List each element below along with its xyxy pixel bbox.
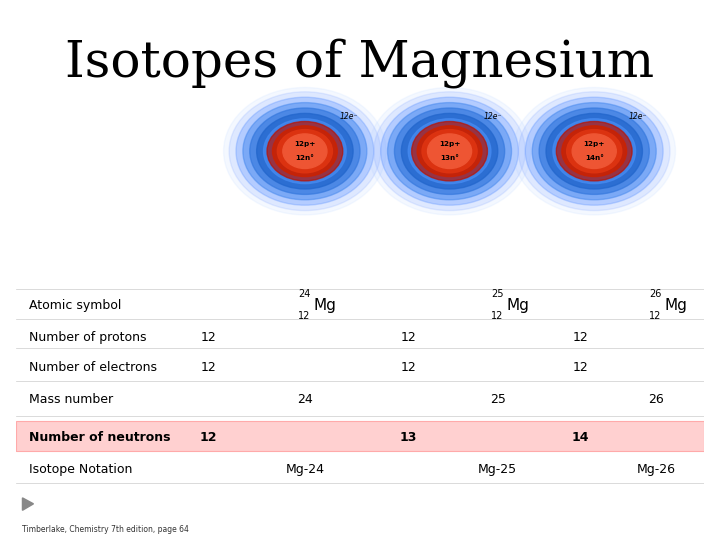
Text: Isotopes of Magnesium: Isotopes of Magnesium — [66, 38, 654, 88]
Text: Mg: Mg — [665, 298, 688, 313]
Text: 25: 25 — [490, 393, 505, 406]
Text: 12: 12 — [572, 361, 588, 374]
Circle shape — [243, 103, 367, 200]
Text: 12: 12 — [400, 361, 416, 374]
Text: 12p+: 12p+ — [294, 141, 315, 147]
Text: 12: 12 — [201, 331, 216, 344]
Text: Number of neutrons: Number of neutrons — [30, 431, 171, 444]
Circle shape — [553, 119, 636, 184]
Text: 24: 24 — [298, 289, 310, 299]
Text: Isotope Notation: Isotope Notation — [30, 463, 132, 476]
Text: 12: 12 — [572, 331, 588, 344]
Circle shape — [539, 108, 649, 194]
Text: 24: 24 — [297, 393, 312, 406]
Circle shape — [250, 108, 360, 194]
Text: 12e⁻: 12e⁻ — [484, 112, 503, 120]
Circle shape — [422, 130, 477, 173]
Circle shape — [401, 113, 498, 189]
Text: 12: 12 — [491, 311, 503, 321]
Circle shape — [277, 130, 333, 173]
Circle shape — [368, 87, 531, 215]
Text: 14n°: 14n° — [585, 155, 603, 161]
Text: Mass number: Mass number — [30, 393, 114, 406]
Text: 13: 13 — [400, 431, 417, 444]
Text: 12e⁻: 12e⁻ — [629, 112, 647, 120]
Text: 12p+: 12p+ — [439, 141, 460, 147]
Text: Number of electrons: Number of electrons — [30, 361, 158, 374]
Text: 12p+: 12p+ — [583, 141, 605, 147]
Circle shape — [264, 119, 346, 184]
Text: 13n°: 13n° — [440, 155, 459, 161]
Polygon shape — [22, 498, 33, 510]
Circle shape — [236, 97, 374, 205]
Text: Mg: Mg — [313, 298, 336, 313]
Circle shape — [395, 108, 505, 194]
Circle shape — [229, 92, 381, 211]
Circle shape — [532, 103, 656, 200]
Circle shape — [526, 97, 663, 205]
Circle shape — [546, 113, 642, 189]
Text: Timberlake, Chemistry 7th edition, page 64: Timberlake, Chemistry 7th edition, page … — [22, 524, 189, 534]
Circle shape — [557, 122, 632, 181]
Text: Atomic symbol: Atomic symbol — [30, 299, 122, 312]
Text: 12e⁻: 12e⁻ — [339, 112, 358, 120]
Text: 12: 12 — [649, 311, 662, 321]
Circle shape — [513, 87, 675, 215]
Circle shape — [283, 134, 327, 168]
Circle shape — [417, 126, 482, 177]
Text: Mg-26: Mg-26 — [636, 463, 675, 476]
Circle shape — [256, 113, 353, 189]
Text: 26: 26 — [649, 289, 662, 299]
Circle shape — [381, 97, 518, 205]
Text: 12n°: 12n° — [295, 155, 315, 161]
FancyBboxPatch shape — [16, 421, 704, 451]
Text: Mg: Mg — [506, 298, 529, 313]
Text: Mg-24: Mg-24 — [285, 463, 325, 476]
Text: Number of protons: Number of protons — [30, 331, 147, 344]
Circle shape — [412, 122, 487, 181]
Text: 26: 26 — [648, 393, 664, 406]
Circle shape — [408, 119, 491, 184]
Circle shape — [224, 87, 386, 215]
Circle shape — [518, 92, 670, 211]
Text: 12: 12 — [298, 311, 310, 321]
Text: 25: 25 — [491, 289, 503, 299]
Circle shape — [272, 126, 337, 177]
Text: 12: 12 — [201, 361, 216, 374]
Text: 14: 14 — [572, 431, 589, 444]
Circle shape — [374, 92, 526, 211]
Circle shape — [567, 130, 622, 173]
Text: Mg-25: Mg-25 — [478, 463, 518, 476]
Circle shape — [572, 134, 616, 168]
Text: 12: 12 — [400, 331, 416, 344]
Circle shape — [387, 103, 511, 200]
Circle shape — [562, 126, 626, 177]
Circle shape — [267, 122, 343, 181]
Text: 12: 12 — [199, 431, 217, 444]
Circle shape — [428, 134, 472, 168]
